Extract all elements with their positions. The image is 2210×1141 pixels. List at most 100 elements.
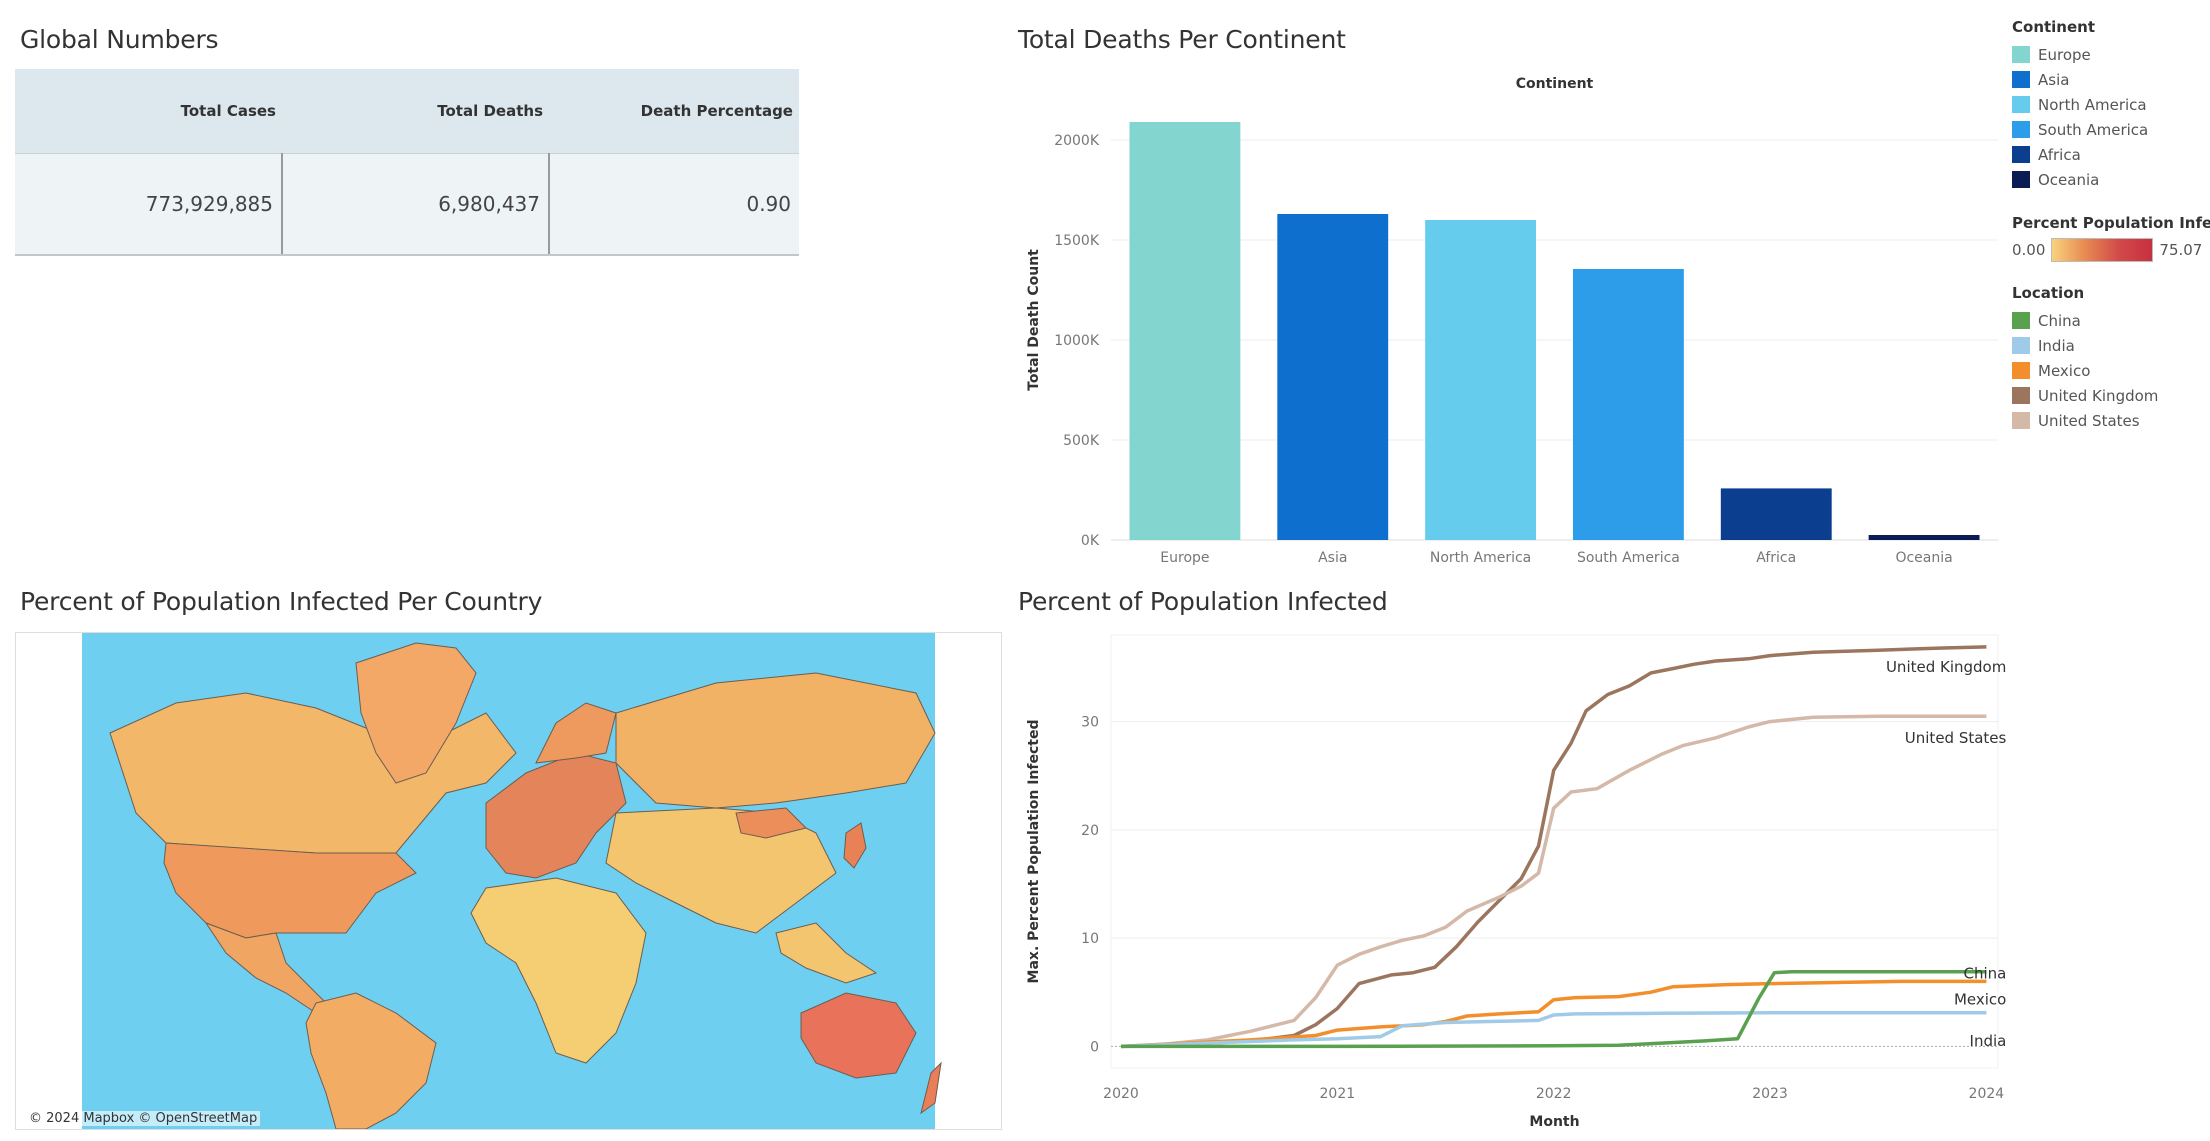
deaths-bar-chart: Continent 0K 500K 1000K 1500K 2000K Total Deat…	[1026, 76, 1998, 566]
bar-x-tick-label: North America	[1430, 550, 1531, 566]
bar-south-america	[1572, 269, 1684, 540]
legend-label: Asia	[2038, 70, 2070, 89]
continent-legend-item-north-america[interactable]: North America	[2012, 92, 2210, 117]
value-death-percentage: 0.90	[549, 153, 799, 256]
legend-label: Mexico	[2038, 361, 2091, 380]
percent-legend-max: 75.07	[2159, 241, 2203, 259]
deaths-per-continent-title: Total Deaths Per Continent	[1018, 25, 1346, 54]
line-x-tick-label: 2023	[1752, 1086, 1788, 1102]
legend-panel: Continent Europe Asia North America South A…	[2012, 18, 2210, 455]
location-legend-item-united-states[interactable]: United States	[2012, 408, 2210, 433]
world-map-canvas	[16, 633, 1001, 1129]
legend-swatch	[2012, 337, 2030, 354]
location-legend-title: Location	[2012, 284, 2085, 302]
bar-north-america	[1425, 220, 1537, 540]
legend-swatch	[2012, 121, 2030, 138]
continent-legend-item-asia[interactable]: Asia	[2012, 67, 2210, 92]
continent-legend-item-africa[interactable]: Africa	[2012, 142, 2210, 167]
legend-swatch	[2012, 362, 2030, 379]
bar-y-tick-label: 1000K	[1054, 333, 1100, 349]
line-x-tick-label: 2021	[1320, 1086, 1356, 1102]
series-label-india: India	[1970, 1032, 2007, 1050]
series-line-china	[1121, 969, 1987, 1049]
value-total-cases: 773,929,885	[15, 153, 283, 256]
location-legend: Location China India Mexico United Kingdom U…	[2012, 284, 2210, 433]
global-numbers-title: Global Numbers	[20, 25, 219, 54]
map-attribution[interactable]: © 2024 Mapbox © OpenStreetMap	[26, 1111, 261, 1126]
line-x-tick-label: 2020	[1103, 1086, 1139, 1102]
bar-y-tick-label: 1500K	[1054, 233, 1100, 249]
series-line-india	[1120, 1011, 1987, 1049]
legend-swatch	[2012, 412, 2030, 429]
series-line-united-states	[1120, 714, 1987, 1049]
bar-chart-header: Continent	[1516, 76, 1594, 92]
line-chart-title: Percent of Population Infected	[1018, 587, 1388, 616]
legend-swatch	[2012, 96, 2030, 113]
location-legend-item-united-kingdom[interactable]: United Kingdom	[2012, 383, 2210, 408]
header-total-deaths: Total Deaths	[282, 69, 549, 154]
percent-gradient	[2051, 238, 2154, 262]
series-line-mexico	[1120, 979, 1987, 1049]
bar-y-axis-title: Total Death Count	[1026, 249, 1042, 391]
line-x-axis-title: Month	[1529, 1114, 1579, 1130]
line-y-axis-title: Max. Percent Population Infected	[1026, 720, 1042, 984]
legend-label: Africa	[2038, 145, 2081, 164]
bar-x-tick-label: Africa	[1756, 550, 1796, 566]
header-death-percentage: Death Percentage	[549, 69, 799, 154]
australia-shape	[800, 992, 917, 1079]
legend-label: United States	[2038, 411, 2140, 430]
series-label-china: China	[1964, 965, 2007, 983]
bar-africa	[1720, 488, 1832, 540]
bar-y-tick-label: 2000K	[1054, 133, 1100, 149]
africa-shape	[470, 877, 647, 1064]
location-legend-item-india[interactable]: India	[2012, 333, 2210, 358]
continent-legend-item-europe[interactable]: Europe	[2012, 42, 2210, 67]
map-title: Percent of Population Infected Per Count…	[20, 587, 543, 616]
southeast-asia-shape	[775, 922, 878, 984]
mongolia-shape	[735, 807, 807, 839]
percent-legend-min: 0.00	[2012, 241, 2046, 259]
series-label-united-states: United States	[1905, 729, 2007, 747]
bar-y-tick-label: 0K	[1081, 533, 1100, 549]
global-numbers-table: Total Cases Total Deaths Death Percentag…	[15, 69, 799, 256]
legend-swatch	[2012, 312, 2030, 329]
header-total-cases: Total Cases	[15, 69, 282, 154]
continent-legend-item-oceania[interactable]: Oceania	[2012, 167, 2210, 192]
legend-swatch	[2012, 146, 2030, 163]
continent-legend-item-south-america[interactable]: South America	[2012, 117, 2210, 142]
legend-swatch	[2012, 46, 2030, 63]
series-label-united-kingdom: United Kingdom	[1886, 658, 2006, 676]
legend-label: Oceania	[2038, 170, 2100, 189]
line-x-tick-label: 2024	[1969, 1086, 2005, 1102]
bar-x-tick-label: Europe	[1160, 550, 1209, 566]
location-legend-item-mexico[interactable]: Mexico	[2012, 358, 2210, 383]
bar-europe	[1129, 122, 1241, 540]
legend-swatch	[2012, 387, 2030, 404]
russia-shape	[615, 672, 936, 809]
legend-label: North America	[2038, 95, 2147, 114]
greenland-shape	[355, 642, 477, 784]
series-line-united-kingdom	[1120, 645, 1987, 1049]
bar-asia	[1277, 214, 1389, 540]
usa-shape	[163, 842, 417, 939]
line-y-tick-label: 10	[1081, 931, 1099, 947]
continent-legend-title: Continent	[2012, 18, 2096, 36]
bar-x-tick-label: South America	[1577, 550, 1680, 566]
japan-shape	[843, 822, 867, 869]
line-y-tick-label: 0	[1090, 1039, 1099, 1055]
legend-label: Europe	[2038, 45, 2091, 64]
continent-legend: Continent Europe Asia North America South A…	[2012, 18, 2210, 192]
legend-label: India	[2038, 336, 2075, 355]
series-label-mexico: Mexico	[1954, 990, 2006, 1008]
line-plot-area	[1110, 634, 1999, 1069]
line-y-tick-label: 30	[1081, 715, 1099, 731]
legend-swatch	[2012, 171, 2030, 188]
percent-legend-title: Percent Population Infect..	[2012, 214, 2210, 232]
world-map[interactable]: © 2024 Mapbox © OpenStreetMap	[15, 632, 1002, 1130]
bar-x-tick-label: Oceania	[1895, 550, 1952, 566]
legend-label: South America	[2038, 120, 2149, 139]
new-zealand-shape	[920, 1061, 942, 1115]
location-legend-item-china[interactable]: China	[2012, 308, 2210, 333]
legend-swatch	[2012, 71, 2030, 88]
infection-line-chart: 0 10 20 30 2020 2021 2022 2023 2024 Month Max. Per…	[1026, 634, 2007, 1130]
